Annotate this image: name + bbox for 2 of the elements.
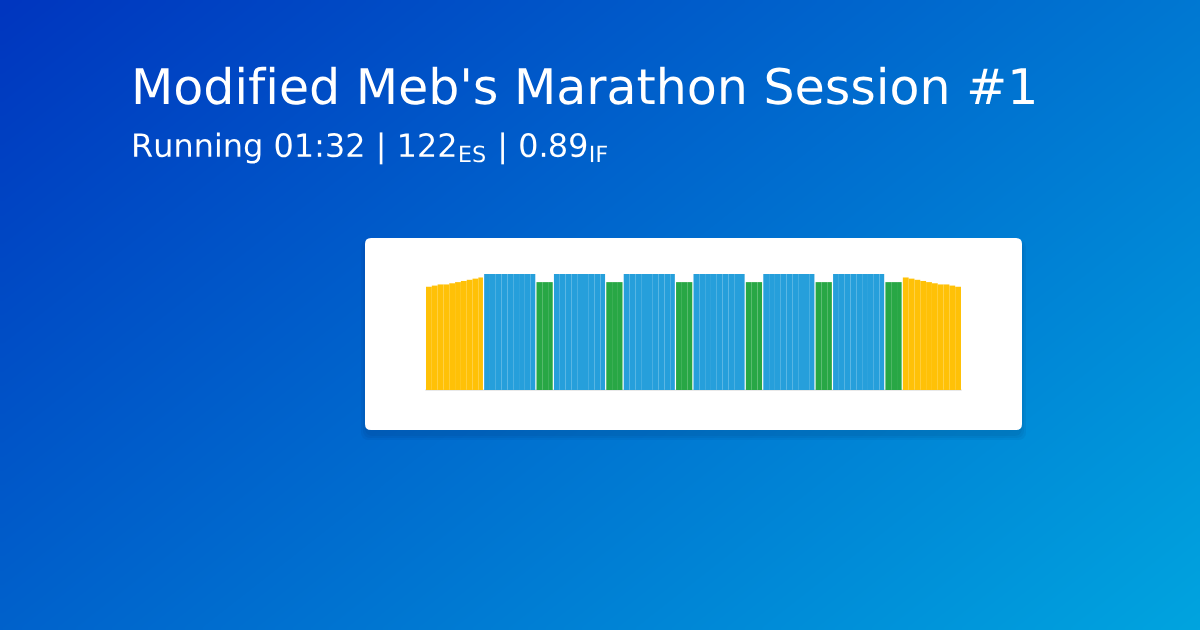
chart-subtitle: Running 01:32 | 122$_{ES}$ | 0.89$_{IF}$ [134,132,607,165]
chart-title: Modified Meb's Marathon Session #1 [135,66,1034,105]
